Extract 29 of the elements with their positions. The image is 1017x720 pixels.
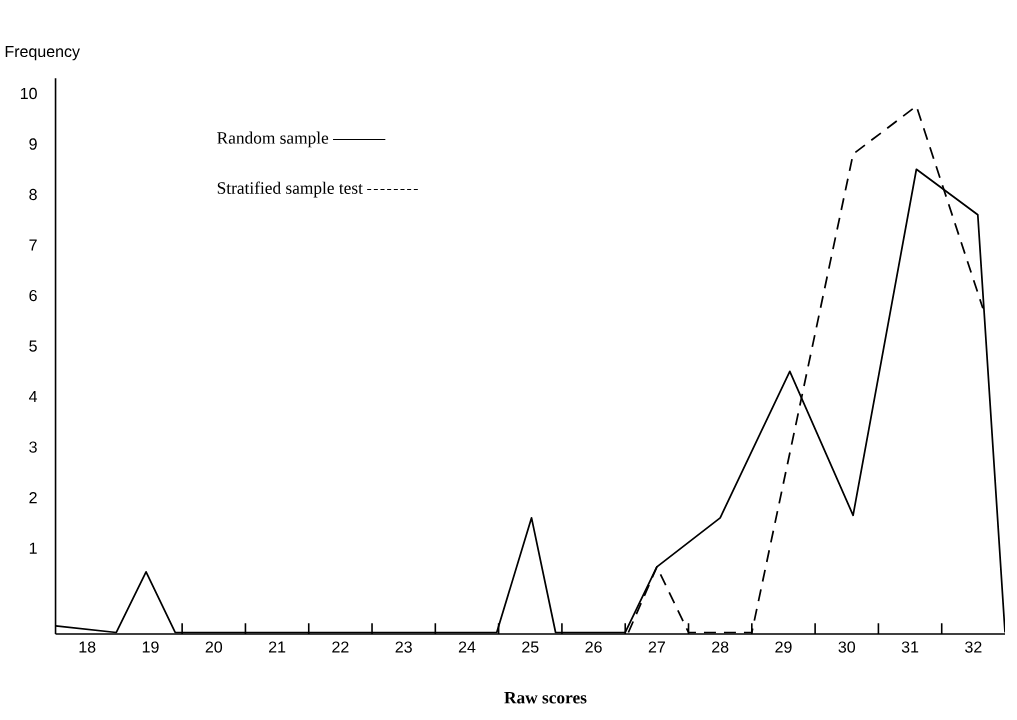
x-tick-label: 19 — [142, 641, 159, 653]
legend-label: Stratified sample test — [217, 181, 363, 198]
x-tick-label: 31 — [901, 641, 919, 653]
y-tick-label: 4 — [29, 391, 38, 403]
y-axis-title: Frequency — [5, 46, 80, 61]
legend-label: Random sample — [217, 131, 329, 148]
x-tick-label: 30 — [838, 641, 856, 653]
x-axis-title: Raw scores — [504, 692, 587, 704]
x-tick-label: 20 — [205, 641, 223, 653]
y-tick-label: 9 — [29, 138, 37, 150]
x-tick-label: 24 — [458, 641, 476, 653]
y-tick-label: 6 — [29, 290, 37, 302]
y-tick-label: 3 — [29, 441, 37, 453]
x-tick-label: 25 — [522, 641, 539, 653]
x-tick-label: 23 — [395, 641, 412, 653]
x-tick-label: 21 — [268, 641, 286, 653]
x-tick-label: 27 — [648, 641, 665, 653]
y-tick-label: 10 — [20, 88, 37, 100]
x-tick-label: 32 — [965, 641, 982, 653]
x-tick-label: 26 — [585, 641, 602, 653]
x-tick-label: 22 — [332, 641, 349, 653]
x-tick-label: 28 — [712, 641, 729, 653]
y-tick-label: 1 — [29, 542, 37, 554]
y-tick-label: 7 — [29, 239, 37, 251]
x-tick-label: 29 — [775, 641, 792, 653]
y-tick-label: 2 — [29, 492, 37, 504]
x-tick-label: 18 — [79, 641, 96, 653]
y-tick-label: 5 — [29, 340, 37, 352]
y-tick-label: 8 — [29, 189, 37, 201]
